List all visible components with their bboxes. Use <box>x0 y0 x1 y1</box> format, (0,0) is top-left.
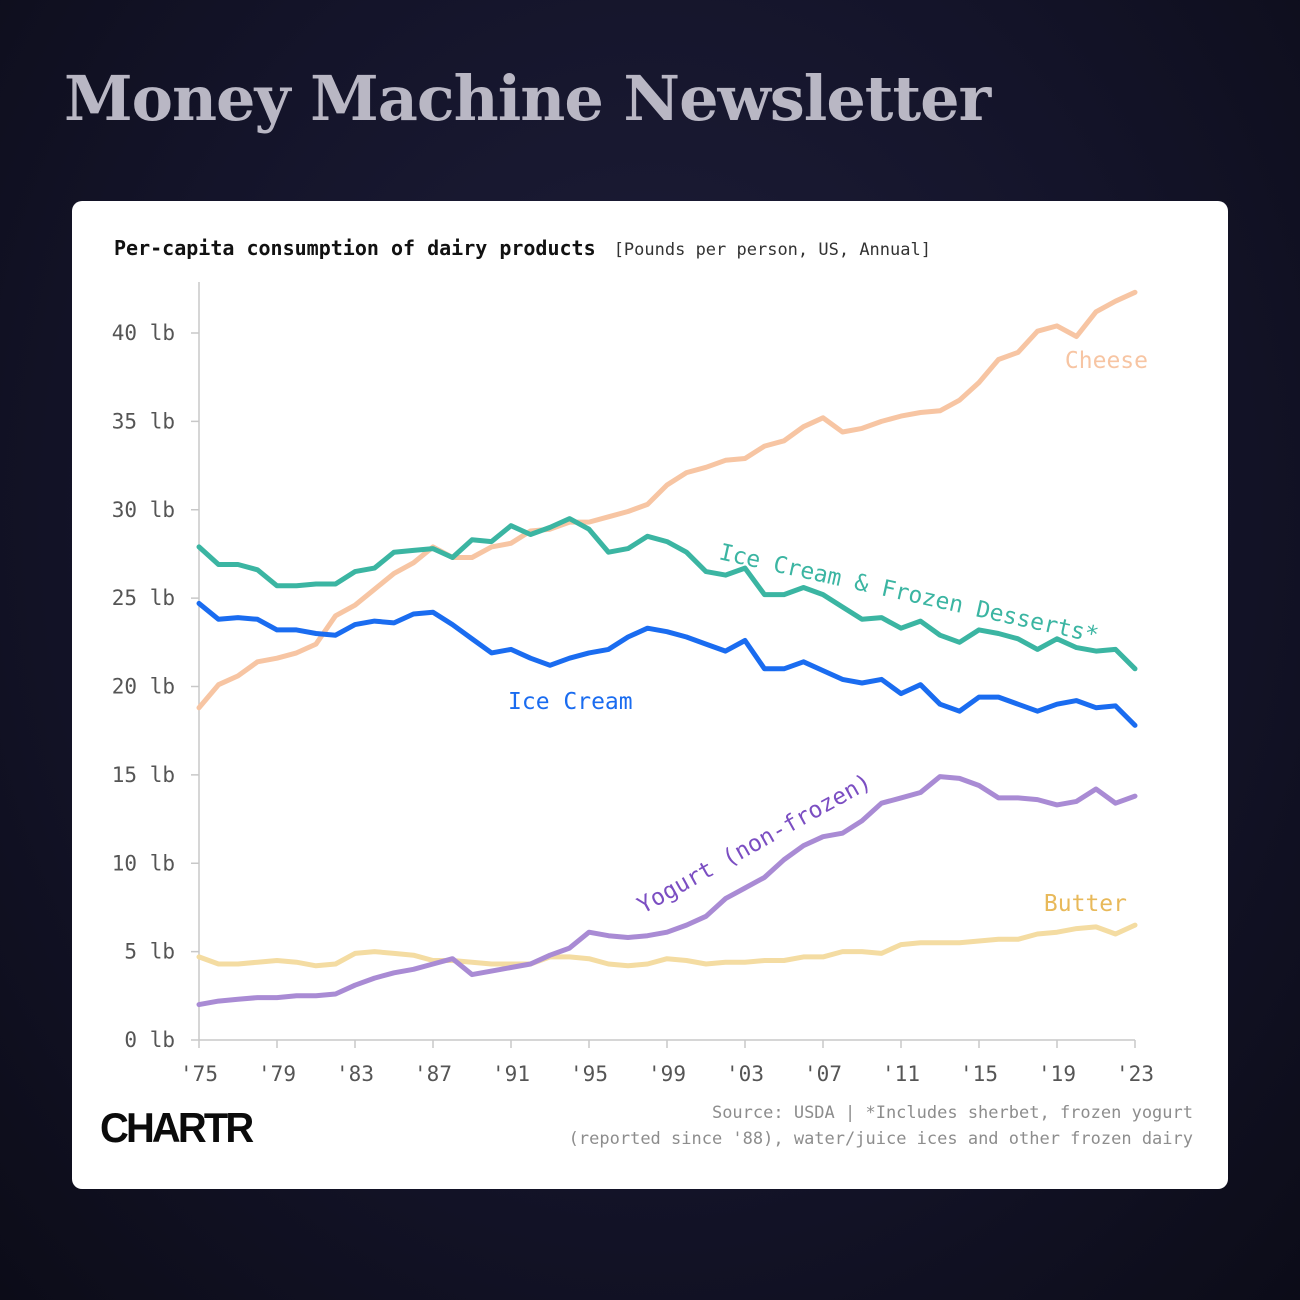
x-tick-label: '15 <box>960 1062 998 1086</box>
footnote-line-2: (reported since '88), water/juice ices a… <box>568 1129 1193 1149</box>
x-tick-label: '91 <box>492 1062 530 1086</box>
chart-title-units: [Pounds per person, US, Annual] <box>613 240 931 260</box>
x-tick-label: '87 <box>414 1062 452 1086</box>
y-tick-label: 0 lb <box>124 1028 175 1052</box>
x-tick-label: '99 <box>648 1062 686 1086</box>
footnote-line-1: Source: USDA | *Includes sherbet, frozen… <box>711 1103 1193 1123</box>
x-tick-label: '11 <box>882 1062 920 1086</box>
y-tick-label: 20 lb <box>112 675 175 699</box>
y-tick-label: 35 lb <box>112 409 175 433</box>
series-line-cheese <box>196 289 1138 711</box>
series-label-yogurt-non-frozen: Yogurt (non-frozen) <box>633 769 876 919</box>
series-label-ice-cream: Ice Cream <box>508 689 633 715</box>
x-tick-label: '75 <box>180 1062 218 1086</box>
y-tick-label: 15 lb <box>112 763 175 787</box>
series-line-yogurt-non-frozen <box>196 774 1138 1008</box>
chart-card <box>72 201 1228 1189</box>
y-tick-label: 10 lb <box>112 851 175 875</box>
x-tick-label: '79 <box>258 1062 296 1086</box>
series-line-ice-cream-frozen-desserts <box>196 516 1138 672</box>
x-tick-label: '19 <box>1038 1062 1076 1086</box>
y-tick-label: 5 lb <box>124 940 175 964</box>
newsletter-title: Money Machine Newsletter <box>64 62 991 135</box>
y-tick-label: 30 lb <box>112 498 175 522</box>
series-label-butter: Butter <box>1044 891 1127 917</box>
x-tick-label: '23 <box>1116 1062 1154 1086</box>
source-footnote: Source: USDA | *Includes sherbet, frozen… <box>569 1100 1193 1152</box>
chart-title-main: Per-capita consumption of dairy products <box>114 236 596 260</box>
series-label-cheese: Cheese <box>1065 348 1148 374</box>
x-tick-label: '07 <box>804 1062 842 1086</box>
chart-title: Per-capita consumption of dairy products… <box>114 236 931 260</box>
x-tick-label: '95 <box>570 1062 608 1086</box>
y-tick-label: 25 lb <box>112 586 175 610</box>
series-line-butter <box>196 922 1138 969</box>
chartr-logo: CHARTR <box>100 1104 254 1151</box>
x-tick-label: '03 <box>726 1062 764 1086</box>
y-tick-label: 40 lb <box>112 321 175 345</box>
x-tick-label: '83 <box>336 1062 374 1086</box>
series-line-ice-cream <box>196 600 1138 728</box>
